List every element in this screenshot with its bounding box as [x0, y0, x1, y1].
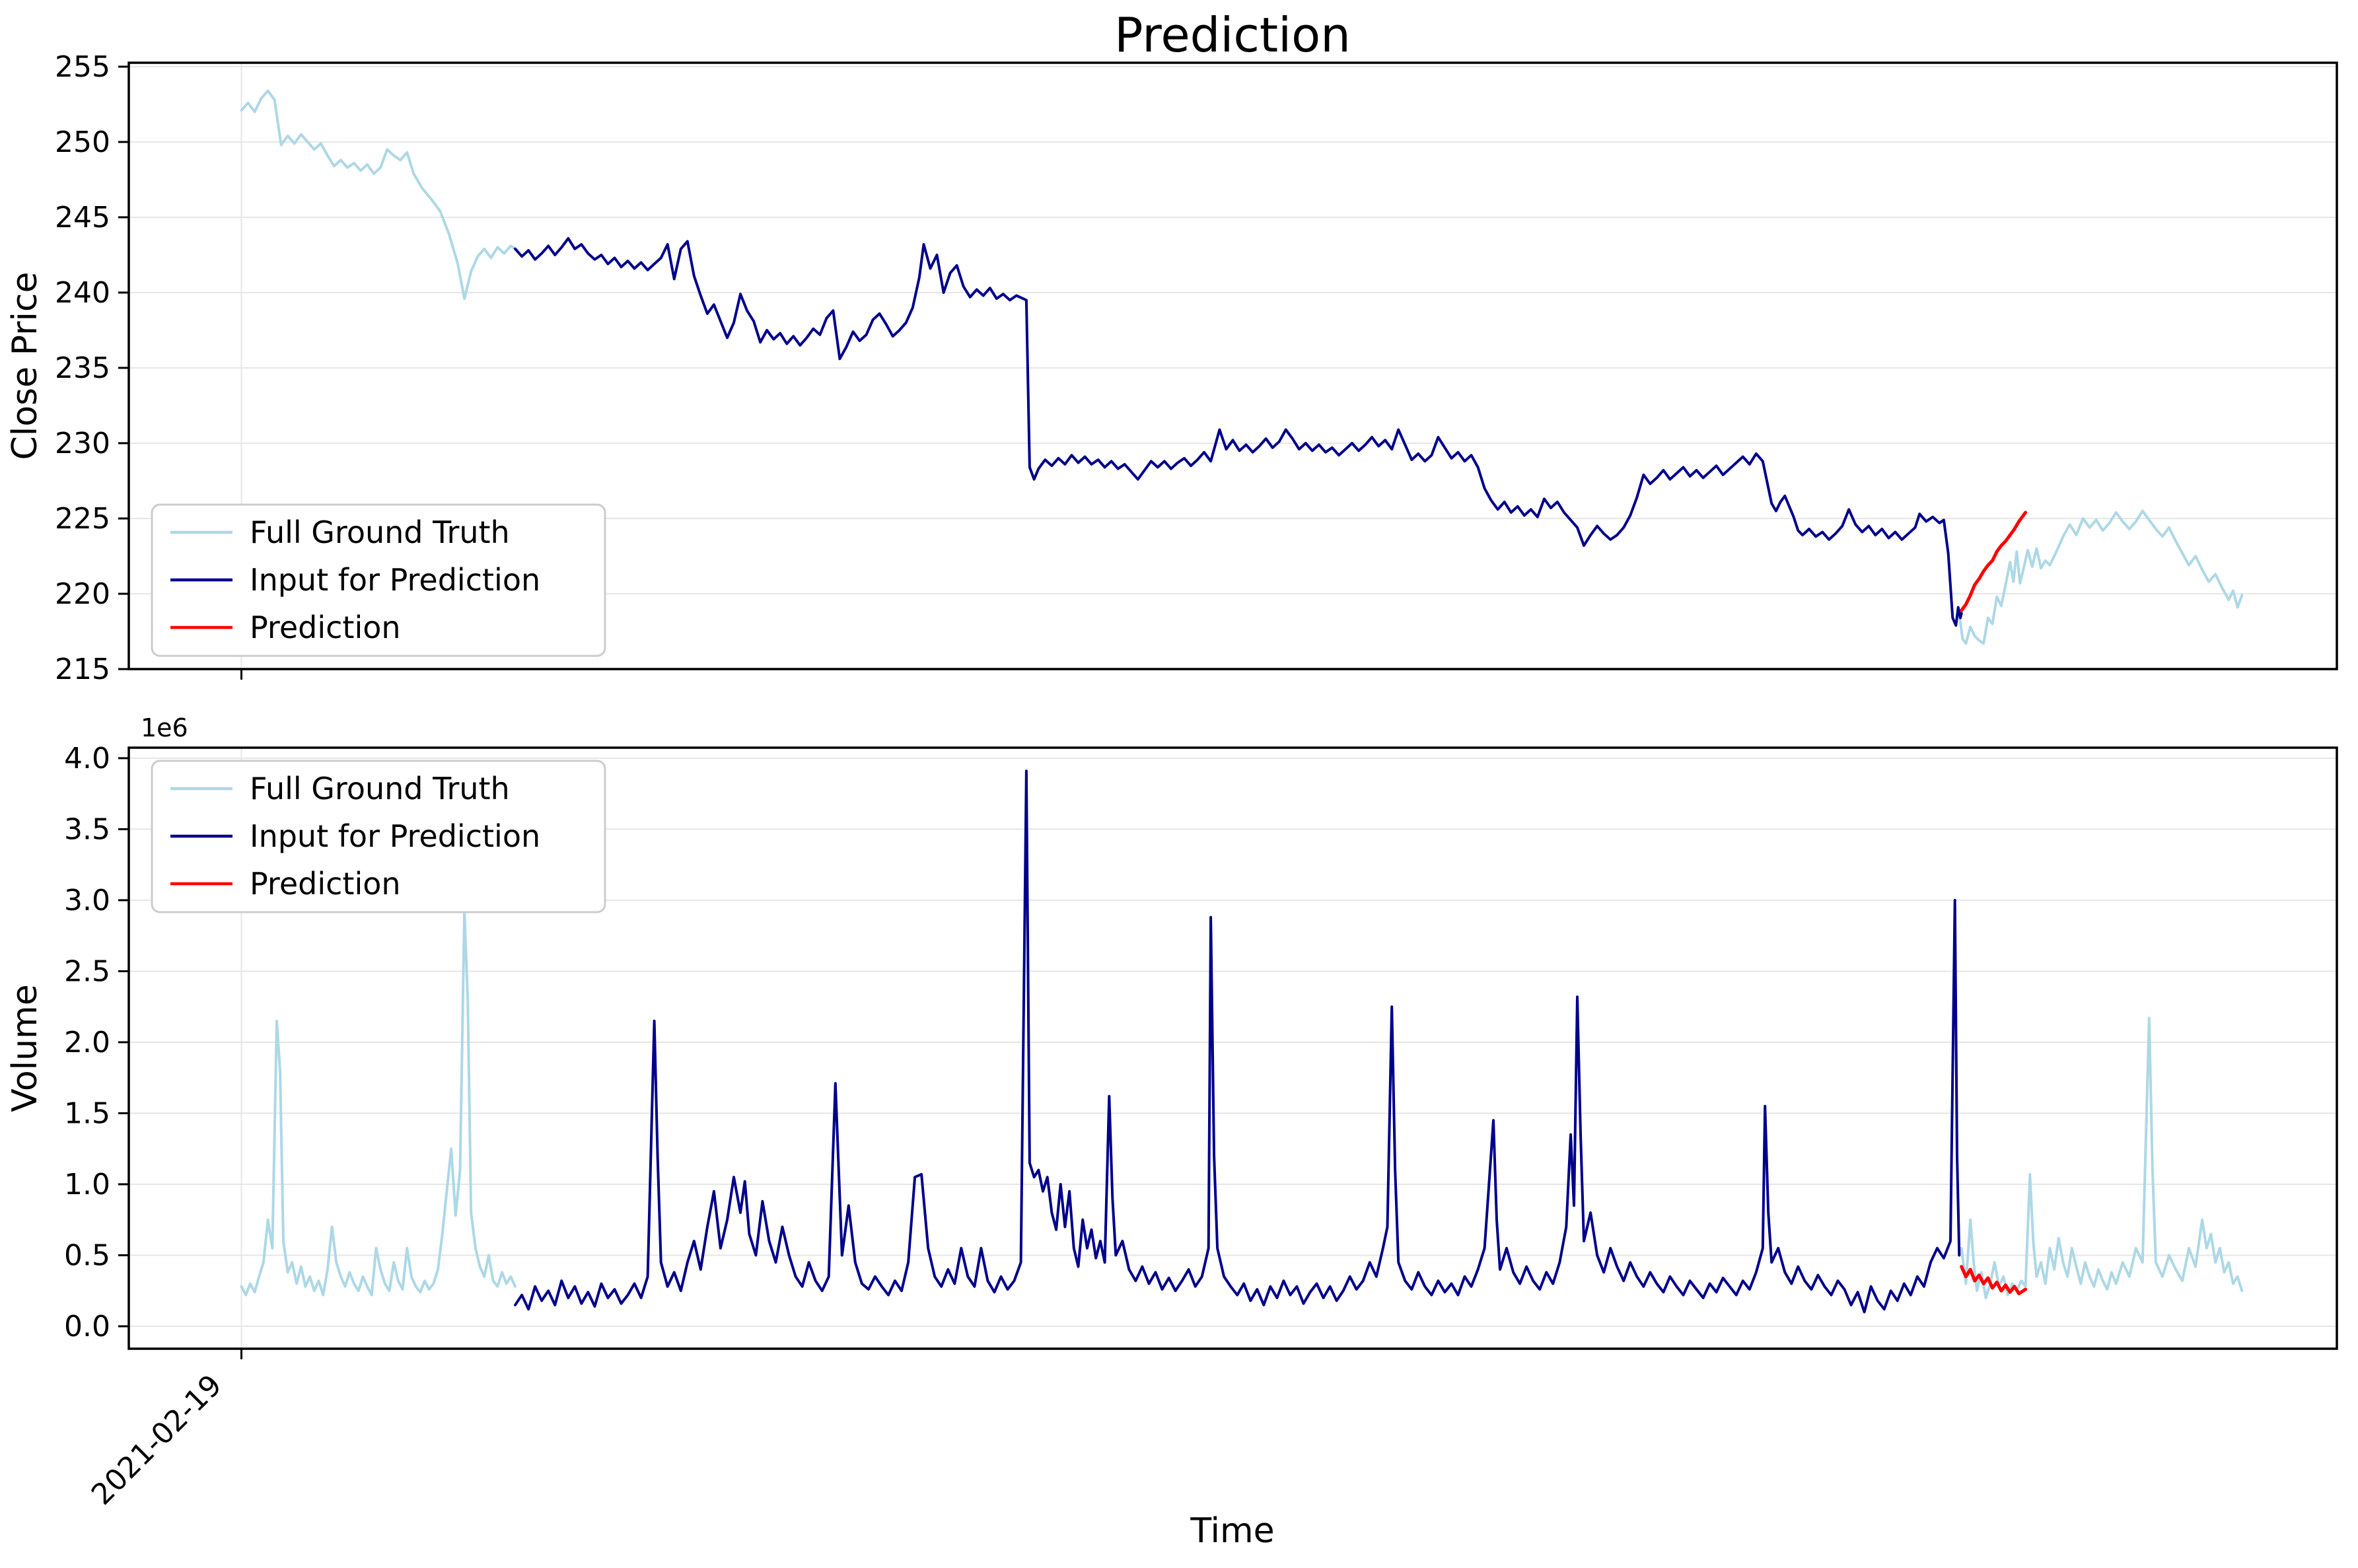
- y-tick-label: 255: [55, 50, 110, 84]
- y-tick-label: 0.5: [64, 1239, 110, 1273]
- legend-label-input-for-prediction: Input for Prediction: [250, 562, 540, 598]
- volume-legend-box: [151, 760, 606, 913]
- series-full-ground-truth: [1958, 509, 2244, 645]
- volume-chart: 0.0 0.5 1.0 1.5 2.0 2.5 3.0 3.5 4.0: [64, 742, 2338, 1359]
- x-axis-label: Time: [1190, 1511, 1274, 1551]
- y-tick-label: 2.5: [64, 954, 110, 988]
- y-tick-label: 1.0: [64, 1168, 110, 1201]
- volume-legend: Full Ground Truth Input for Prediction P…: [151, 760, 606, 913]
- y-tick-label: 3.0: [64, 884, 110, 917]
- y-tick-label: 215: [55, 653, 110, 686]
- x-tick-date-label: 2021-02-19: [85, 1369, 229, 1512]
- figure-title: Prediction: [1114, 7, 1351, 63]
- y-tick-label: 250: [55, 125, 110, 159]
- series-prediction: [1960, 1265, 2028, 1296]
- series-input-for-prediction: [514, 236, 1963, 627]
- series-full-ground-truth: [240, 89, 519, 301]
- y-tick-label: 3.5: [64, 812, 110, 846]
- y-tick-label: 240: [55, 276, 110, 310]
- price-legend: Full Ground Truth Input for Prediction P…: [151, 503, 606, 657]
- price-chart: 215 220 225 230 235 240 245 250 255: [55, 50, 2338, 686]
- y-tick-label: 4.0: [64, 742, 110, 775]
- volume-offset-label: 1e6: [141, 713, 188, 742]
- volume-y-axis-label: Volume: [5, 984, 45, 1112]
- series-prediction: [1960, 511, 2028, 612]
- price-legend-box: [151, 503, 606, 657]
- series-full-ground-truth: [240, 910, 517, 1297]
- y-tick-label: 2.0: [64, 1026, 110, 1059]
- legend-label-full-ground-truth: Full Ground Truth: [250, 771, 510, 806]
- legend-label-full-ground-truth: Full Ground Truth: [250, 515, 510, 550]
- series-input-for-prediction: [514, 769, 1961, 1314]
- plot-spines: [127, 746, 2338, 1350]
- y-tick-label: 235: [55, 351, 110, 385]
- y-tick-label: 225: [55, 502, 110, 536]
- plot-spines: [127, 61, 2338, 670]
- y-tick-label: 0.0: [64, 1310, 110, 1343]
- price-y-axis-label: Close Price: [5, 271, 45, 460]
- y-tick-label: 220: [55, 577, 110, 611]
- y-tick-label: 245: [55, 201, 110, 234]
- legend-label-input-for-prediction: Input for Prediction: [250, 818, 540, 854]
- series-full-ground-truth: [1960, 1016, 2244, 1299]
- y-tick-label: 1.5: [64, 1096, 110, 1130]
- y-tick-label: 230: [55, 427, 110, 460]
- legend-label-prediction: Prediction: [250, 866, 401, 902]
- legend-label-prediction: Prediction: [250, 610, 401, 645]
